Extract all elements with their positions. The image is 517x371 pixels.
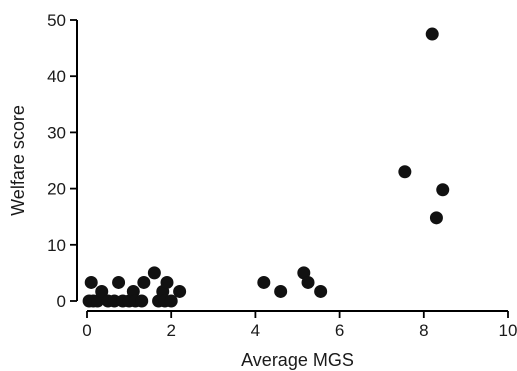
data-point [160,275,174,289]
y-tick-label: 30 [47,123,66,142]
data-point [84,275,98,289]
y-tick-label: 0 [57,292,66,311]
x-tick-label: 6 [335,321,344,340]
x-axis-title: Average MGS [241,350,354,370]
x-tick-label: 10 [499,321,517,340]
data-point [425,27,439,41]
data-point [173,284,187,298]
y-axis-title: Welfare score [8,105,28,216]
x-tick-label: 4 [251,321,260,340]
x-tick-label: 0 [82,321,91,340]
y-tick-label: 10 [47,236,66,255]
x-tick-label: 2 [166,321,175,340]
data-point [95,284,109,298]
data-point [112,275,126,289]
y-axis: 0 10 20 30 40 50 [47,11,78,311]
data-point [429,211,443,225]
x-axis: 0 2 4 6 8 10 [82,310,517,340]
data-point [301,275,315,289]
data-point [398,165,412,179]
data-point [257,275,271,289]
data-point [274,284,288,298]
data-point [164,294,178,308]
y-tick-label: 40 [47,67,66,86]
data-point [135,294,149,308]
data-point [436,183,450,197]
y-tick-label: 50 [47,11,66,30]
y-tick-label: 20 [47,180,66,199]
data-point [147,266,161,280]
x-tick-label: 8 [419,321,428,340]
data-point [137,275,151,289]
data-point [314,284,328,298]
data-points [82,27,450,308]
